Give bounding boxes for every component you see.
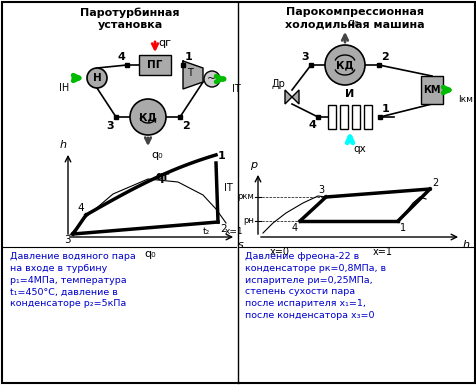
Bar <box>363 105 371 129</box>
Bar <box>139 55 170 75</box>
Circle shape <box>324 45 364 85</box>
Text: t₂: t₂ <box>202 227 209 236</box>
Text: 1: 1 <box>381 104 389 114</box>
Text: Т: Т <box>187 68 192 78</box>
Text: 3: 3 <box>64 235 71 245</box>
Text: q₀: q₀ <box>144 249 156 259</box>
Text: И: И <box>345 89 354 99</box>
Text: 3: 3 <box>317 185 323 195</box>
Text: x=0: x=0 <box>269 247 289 257</box>
Text: p: p <box>250 160 257 170</box>
Text: Iкм: Iкм <box>457 95 472 104</box>
Text: 2: 2 <box>182 121 189 131</box>
Text: КД: КД <box>139 112 157 122</box>
Text: Др: Др <box>270 79 284 89</box>
Text: IТ: IТ <box>224 183 232 193</box>
Text: Н: Н <box>92 73 101 83</box>
Text: рн: рн <box>243 216 253 226</box>
Text: x=1: x=1 <box>372 247 392 257</box>
Text: Давление водяного пара
на входе в турбину
р₁=4МПа, температура
t₁=450°C, давлени: Давление водяного пара на входе в турбин… <box>10 252 136 308</box>
Text: Паротурбинная
установка: Паротурбинная установка <box>80 7 179 30</box>
Text: qх: qх <box>352 144 365 154</box>
Text: КМ: КМ <box>422 85 440 95</box>
Text: 4: 4 <box>77 203 84 213</box>
Text: qг: qг <box>156 171 170 184</box>
Text: 3: 3 <box>301 52 308 62</box>
Text: IТ: IТ <box>231 84 240 94</box>
Text: ркм: ркм <box>237 192 253 201</box>
Text: Давление фреона-22 в
конденсаторе рк=0,8МПа, в
испарителе ри=0,25МПа,
степень су: Давление фреона-22 в конденсаторе рк=0,8… <box>245 252 385 320</box>
Text: 1: 1 <box>185 52 192 62</box>
Text: 1: 1 <box>218 151 225 161</box>
Text: ПГ: ПГ <box>147 60 162 70</box>
Text: IН: IН <box>59 83 69 93</box>
Text: h: h <box>462 240 469 250</box>
Text: Парокомпрессионная
холодильная машина: Парокомпрессионная холодильная машина <box>285 7 424 29</box>
Text: 1: 1 <box>399 223 405 233</box>
Bar <box>339 105 347 129</box>
Text: 2: 2 <box>431 178 437 188</box>
Polygon shape <box>284 90 298 104</box>
Bar <box>351 105 359 129</box>
Text: h: h <box>60 140 66 150</box>
Text: q₀: q₀ <box>346 18 358 28</box>
Text: qг: qг <box>158 38 170 48</box>
Text: s: s <box>238 240 243 250</box>
Text: 2: 2 <box>219 224 226 234</box>
Text: КД: КД <box>336 60 353 70</box>
Text: 3: 3 <box>106 121 114 131</box>
Text: x=1: x=1 <box>225 227 243 236</box>
Text: 2: 2 <box>380 52 388 62</box>
Text: ~: ~ <box>207 74 216 84</box>
Text: q₀: q₀ <box>151 150 162 160</box>
Text: 4: 4 <box>291 223 298 233</box>
Circle shape <box>130 99 166 135</box>
Text: 4: 4 <box>117 52 125 62</box>
Circle shape <box>87 68 107 88</box>
Bar <box>327 105 335 129</box>
Bar <box>420 76 442 104</box>
Polygon shape <box>183 61 203 89</box>
Text: 4: 4 <box>307 120 315 130</box>
Circle shape <box>204 71 219 87</box>
